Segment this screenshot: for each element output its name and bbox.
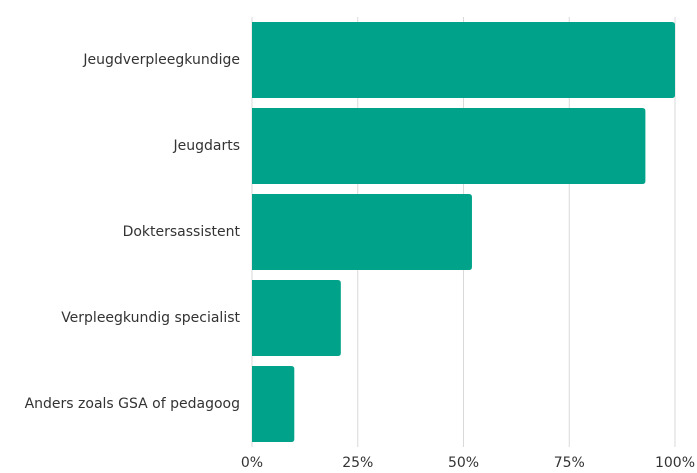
bar xyxy=(252,194,472,270)
y-tick-label: Verpleegkundig specialist xyxy=(61,310,240,326)
bar xyxy=(252,280,341,356)
bar xyxy=(252,366,295,442)
bar xyxy=(252,22,675,98)
x-tick-label: 0% xyxy=(241,455,263,471)
bar xyxy=(252,108,646,184)
x-tick-label: 100% xyxy=(655,455,695,471)
y-tick-label: Jeugdverpleegkundige xyxy=(82,52,240,68)
y-tick-label: Anders zoals GSA of pedagoog xyxy=(25,396,240,412)
x-tick-label: 50% xyxy=(448,455,479,471)
y-tick-label: Doktersassistent xyxy=(123,224,241,240)
y-tick-label: Jeugdarts xyxy=(172,138,240,154)
x-tick-label: 75% xyxy=(554,455,585,471)
x-tick-label: 25% xyxy=(342,455,373,471)
